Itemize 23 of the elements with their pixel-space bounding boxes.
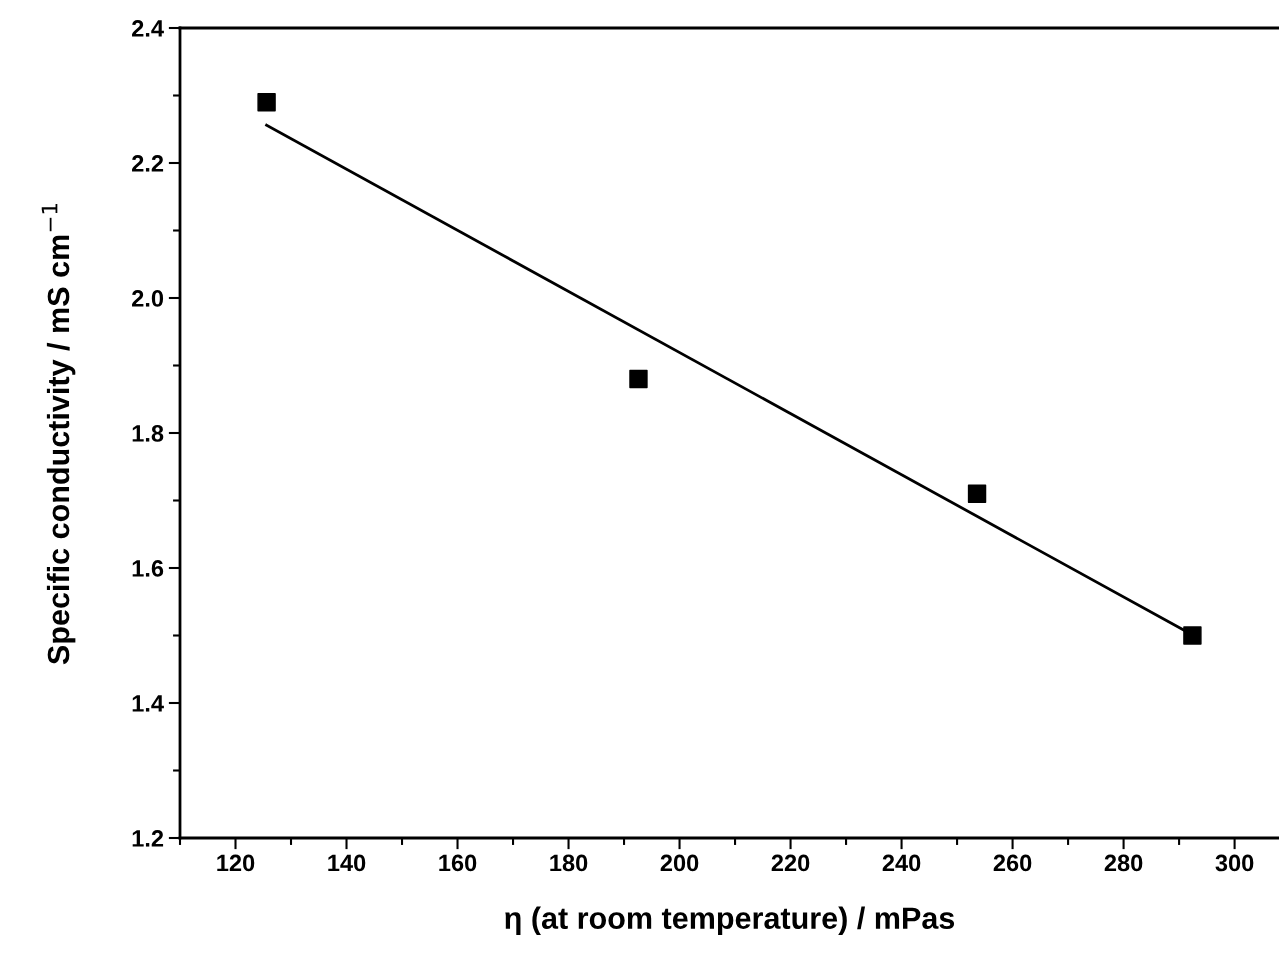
x-tick-label: 280 xyxy=(1104,854,1143,872)
y-tick-label: 2.2 xyxy=(132,155,164,172)
x-tick-label: 160 xyxy=(439,854,477,872)
x-axis-title: η (at room temperature) / mPas xyxy=(505,906,955,936)
x-tick-label: 240 xyxy=(882,854,921,872)
y-tick-label: 2.4 xyxy=(132,20,164,37)
y-tick-label: 1.6 xyxy=(132,560,164,577)
x-tick-label: 220 xyxy=(771,854,810,872)
point xyxy=(1183,626,1202,645)
point xyxy=(967,484,987,503)
x-tick-label: 180 xyxy=(550,854,588,872)
x-tick-label: 260 xyxy=(993,854,1032,872)
x-tick-label: 300 xyxy=(1215,854,1254,872)
y-tick-label: 1.4 xyxy=(132,695,164,712)
x-tick-label: 120 xyxy=(217,854,255,872)
y-tick-label: 1.2 xyxy=(132,830,164,847)
x-tick-label: 200 xyxy=(660,854,699,872)
x-tick-label: 140 xyxy=(328,854,366,872)
point xyxy=(629,369,648,389)
y-tick-label: 1.8 xyxy=(132,425,164,442)
y-axis-title: Specific conductivity / mS cm$^{−1}$ xyxy=(41,203,76,665)
y-tick-label: 2.0 xyxy=(132,290,164,307)
point xyxy=(257,93,276,112)
